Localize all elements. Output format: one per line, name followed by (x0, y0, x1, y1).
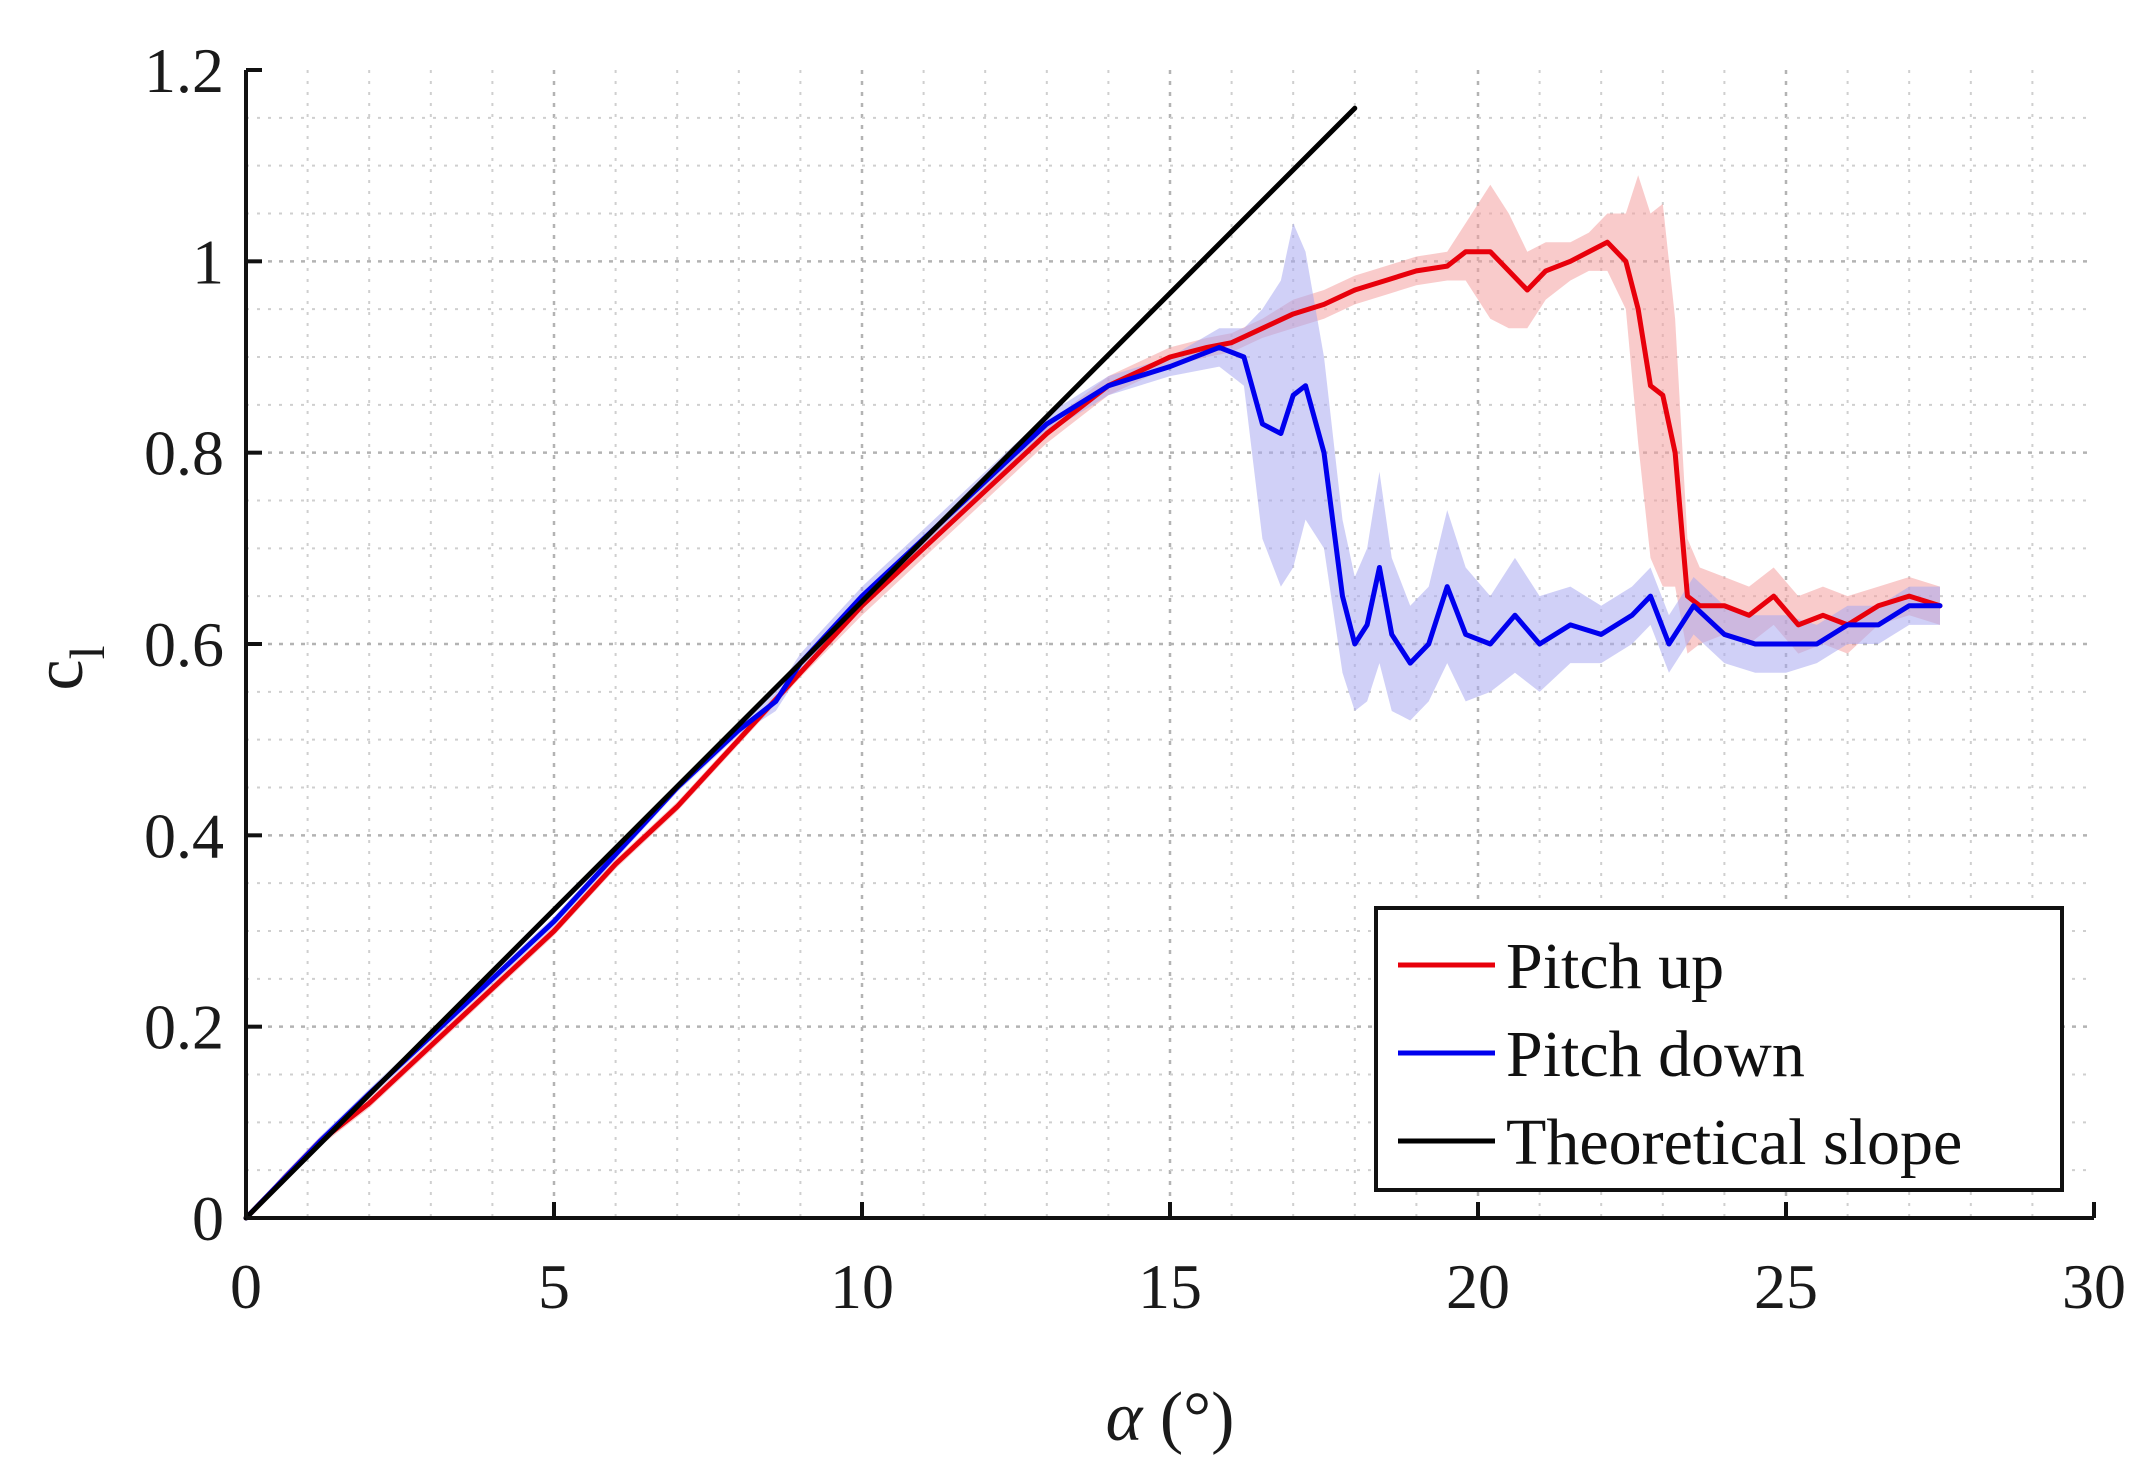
x-tick-label: 30 (2062, 1251, 2126, 1322)
y-tick-label: 0.2 (144, 992, 224, 1063)
legend: Pitch up Pitch down Theoretical slope (1374, 906, 2064, 1192)
x-axis-symbol: α (1106, 1379, 1144, 1456)
x-tick-label: 15 (1138, 1251, 1202, 1322)
legend-label-pitch-down: Pitch down (1506, 1018, 1805, 1091)
series-line-theoretical-slope (243, 105, 1358, 1221)
y-tick-label: 0.4 (144, 800, 224, 871)
legend-label-theoretical-slope: Theoretical slope (1506, 1106, 1962, 1179)
y-axis-subscript: l (59, 646, 115, 660)
axes-frame (244, 68, 2096, 1220)
x-tick-labels: 0 5 10 15 20 25 30 (230, 1251, 2126, 1322)
x-axis-unit: (°) (1142, 1379, 1234, 1456)
y-tick-label: 0.6 (144, 609, 224, 680)
y-tick-label: 1.2 (144, 35, 224, 106)
x-tick-label: 10 (830, 1251, 894, 1322)
series-line-pitch-up (243, 239, 1943, 1221)
y-tick-label: 1 (192, 226, 224, 297)
x-tick-label: 5 (538, 1251, 570, 1322)
y-axis-label: cl (21, 646, 115, 691)
x-tick-label: 20 (1446, 1251, 1510, 1322)
series-lines (243, 105, 1943, 1221)
y-tick-label: 0 (192, 1183, 224, 1254)
x-tick-label: 0 (230, 1251, 262, 1322)
y-axis-main: c (21, 659, 98, 690)
y-tick-labels: 0 0.2 0.4 0.6 0.8 1 1.2 (144, 35, 224, 1254)
y-tick-label: 0.8 (144, 418, 224, 489)
x-tick-label: 25 (1754, 1251, 1818, 1322)
legend-label-pitch-up: Pitch up (1506, 930, 1724, 1003)
x-axis-label: α (°) (1106, 1379, 1235, 1456)
